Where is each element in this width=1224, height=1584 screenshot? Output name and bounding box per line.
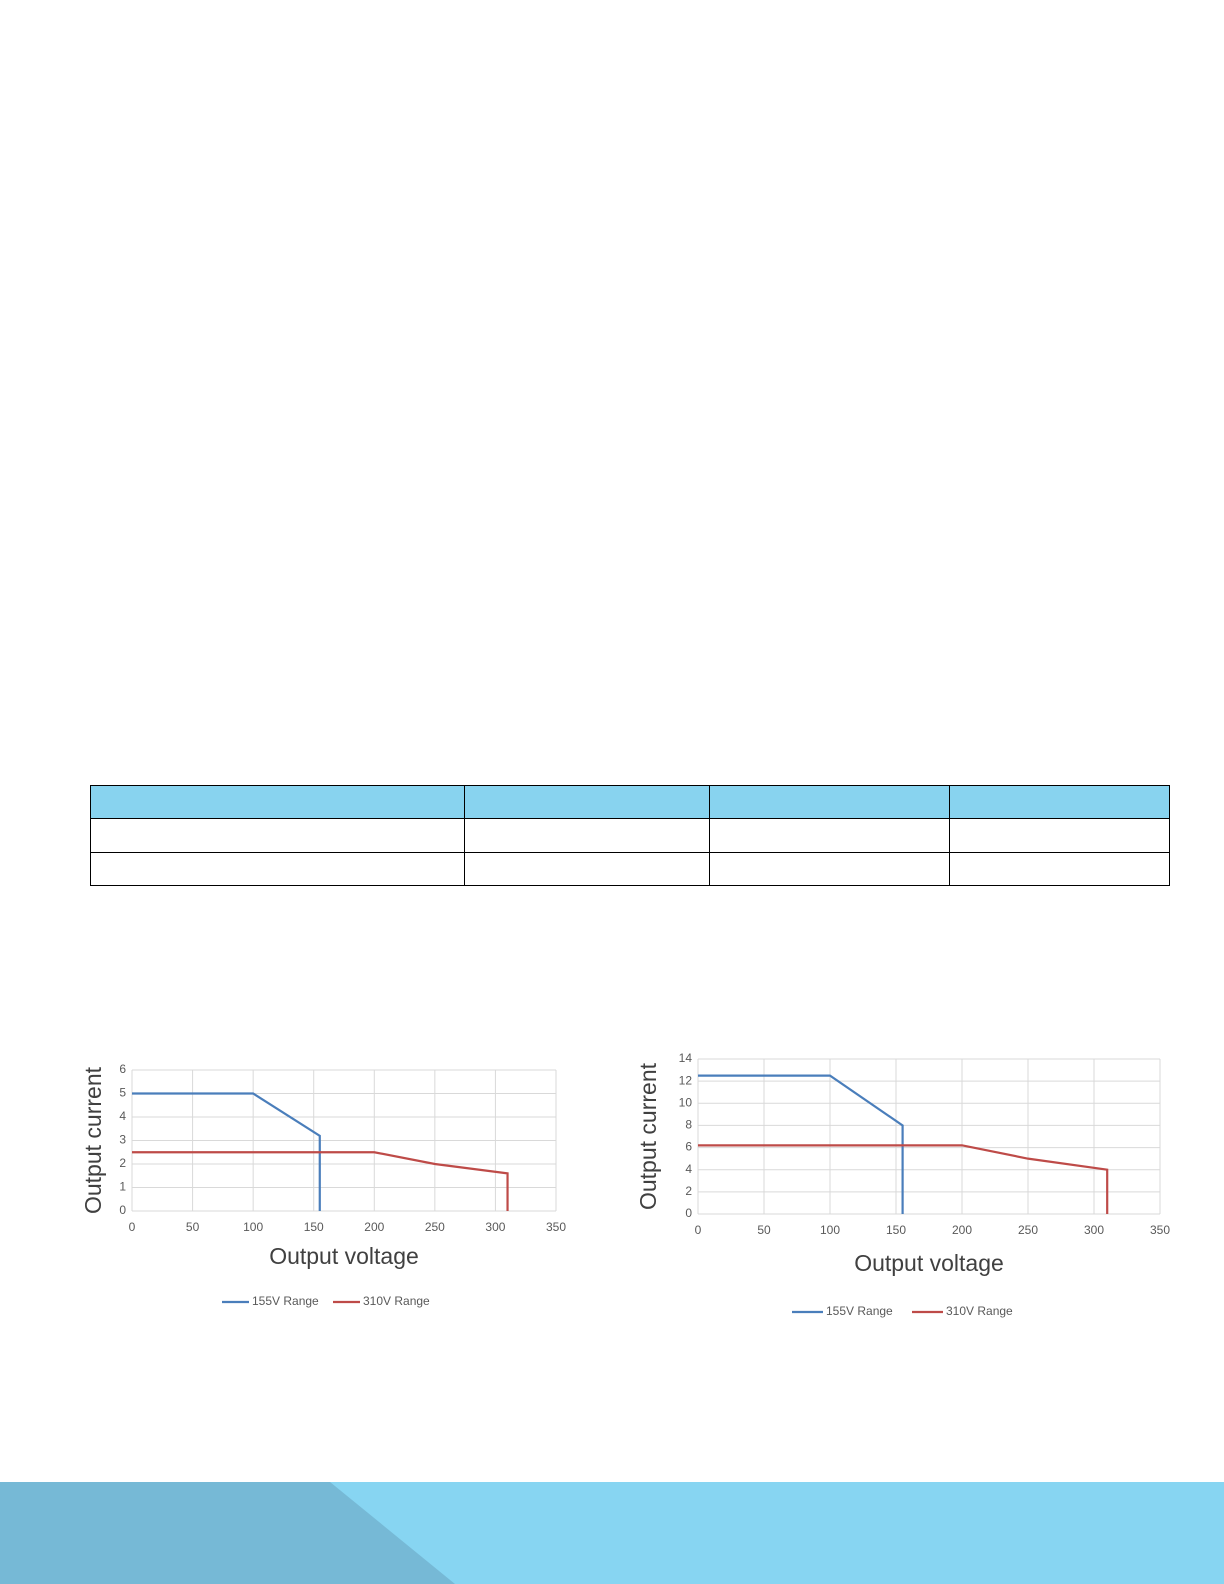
- y-tick-label: 6: [119, 1062, 126, 1076]
- x-tick-label: 100: [243, 1220, 263, 1234]
- y-tick-label: 0: [119, 1203, 126, 1217]
- x-tick-label: 100: [820, 1223, 840, 1237]
- data-line: [698, 1074, 904, 1214]
- y-axis-title: Output current: [635, 1062, 661, 1210]
- x-tick-label: 0: [129, 1220, 136, 1234]
- data-line: [132, 1151, 509, 1211]
- x-tick-label: 50: [757, 1223, 771, 1237]
- x-tick-label: 300: [485, 1220, 505, 1234]
- x-tick-label: 0: [695, 1223, 702, 1237]
- y-tick-label: 14: [679, 1051, 693, 1065]
- x-tick-label: 350: [546, 1220, 566, 1234]
- x-axis-title: Output voltage: [854, 1250, 1004, 1276]
- empty-table: [90, 785, 1170, 886]
- x-axis-title: Output voltage: [269, 1243, 419, 1269]
- y-tick-label: 12: [679, 1073, 693, 1087]
- x-tick-label: 250: [425, 1220, 445, 1234]
- y-axis-title: Output current: [80, 1066, 106, 1214]
- legend-label: 155V Range: [252, 1294, 319, 1308]
- y-tick-label: 8: [685, 1118, 692, 1132]
- x-tick-label: 300: [1084, 1223, 1104, 1237]
- table-header: [90, 785, 1170, 819]
- data-line: [132, 1092, 321, 1211]
- x-tick-label: 200: [952, 1223, 972, 1237]
- x-tick-label: 350: [1150, 1223, 1170, 1237]
- y-tick-label: 10: [679, 1095, 693, 1109]
- y-tick-label: 6: [685, 1140, 692, 1154]
- legend-label: 310V Range: [363, 1294, 430, 1308]
- x-tick-label: 250: [1018, 1223, 1038, 1237]
- y-tick-label: 0: [685, 1206, 692, 1220]
- y-tick-label: 4: [119, 1109, 126, 1123]
- x-tick-label: 150: [886, 1223, 906, 1237]
- y-tick-label: 3: [119, 1133, 126, 1147]
- legend-label: 155V Range: [826, 1304, 893, 1318]
- data-line: [698, 1144, 1109, 1214]
- x-tick-label: 150: [304, 1220, 324, 1234]
- y-tick-label: 1: [119, 1180, 126, 1194]
- x-tick-label: 50: [186, 1220, 200, 1234]
- y-tick-label: 4: [685, 1162, 692, 1176]
- y-tick-label: 2: [119, 1156, 126, 1170]
- legend-label: 310V Range: [946, 1304, 1013, 1318]
- x-tick-label: 200: [364, 1220, 384, 1234]
- y-tick-label: 5: [119, 1086, 126, 1100]
- y-tick-label: 2: [685, 1184, 692, 1198]
- footer-accent: [0, 1482, 455, 1584]
